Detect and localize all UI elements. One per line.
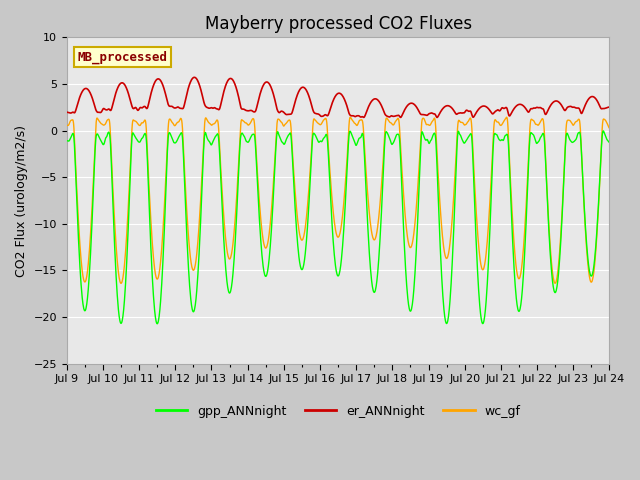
Y-axis label: CO2 Flux (urology/m2/s): CO2 Flux (urology/m2/s): [15, 124, 28, 276]
Title: Mayberry processed CO2 Fluxes: Mayberry processed CO2 Fluxes: [205, 15, 472, 33]
Text: MB_processed: MB_processed: [77, 50, 168, 64]
Legend: gpp_ANNnight, er_ANNnight, wc_gf: gpp_ANNnight, er_ANNnight, wc_gf: [150, 400, 525, 423]
